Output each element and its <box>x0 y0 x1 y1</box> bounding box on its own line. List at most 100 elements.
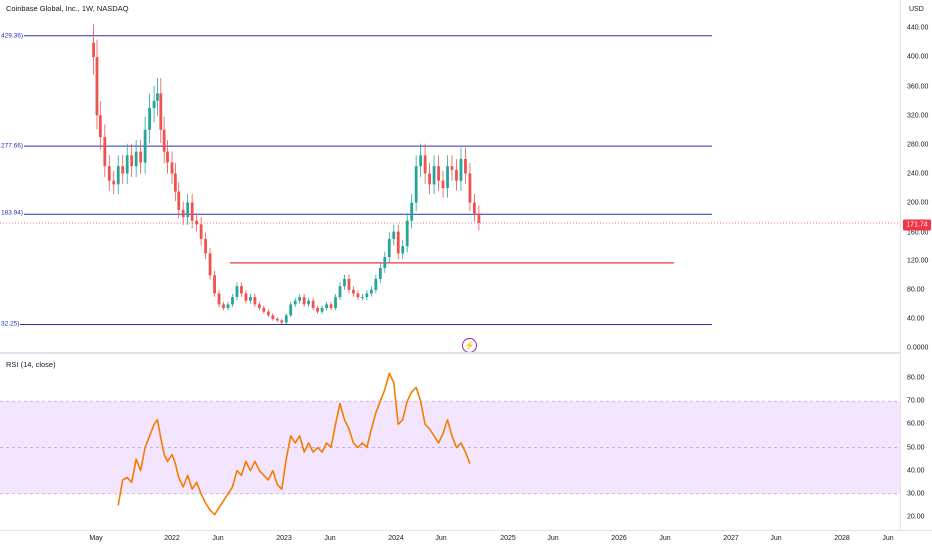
price-tick: 360.00 <box>907 83 929 91</box>
time-tick: Jun <box>324 535 336 542</box>
time-tick: 2028 <box>834 535 850 542</box>
candle-body <box>383 257 387 268</box>
candle-body <box>311 300 315 308</box>
price-tick: 0.0000 <box>907 344 929 352</box>
candle-body <box>410 202 414 221</box>
currency-label: USD <box>909 6 924 13</box>
price-tick: 120.00 <box>907 257 929 265</box>
price-tick: 40.00 <box>907 315 925 323</box>
candle-body <box>95 57 99 116</box>
rsi-line <box>117 372 471 516</box>
price-tick: 400.00 <box>907 53 929 61</box>
candle-body <box>284 315 288 323</box>
candle-body <box>396 231 400 254</box>
price-axis[interactable]: USD 440.00 400.00 360.00 320.00 280.00 2… <box>900 0 932 530</box>
candle-body <box>334 297 337 308</box>
candle-body <box>298 297 302 301</box>
candle-body <box>249 297 252 301</box>
candle-body <box>374 278 378 290</box>
candle-body <box>352 289 355 294</box>
candle-body <box>347 278 351 290</box>
time-tick: Jun <box>659 535 671 542</box>
candle-body <box>378 268 382 279</box>
time-tick: 2023 <box>276 535 292 542</box>
candle-body <box>329 304 333 308</box>
time-axis[interactable]: May 2022 Jun 2023 Jun 2024 Jun 2025 Jun … <box>0 530 932 551</box>
level-label-3: 183.94) <box>0 209 25 217</box>
candle-body <box>446 166 449 188</box>
candle-body <box>92 42 95 58</box>
candle-body <box>280 320 284 323</box>
level-label-1: 429.36) <box>0 32 25 40</box>
candle-body <box>405 220 409 247</box>
time-tick: 2022 <box>164 535 180 542</box>
price-chart[interactable] <box>0 0 900 352</box>
candle-body <box>190 202 194 221</box>
price-tick: 200.00 <box>907 199 929 207</box>
candle-body <box>159 93 163 130</box>
candle-body <box>343 278 346 287</box>
candle-body <box>257 304 261 308</box>
candle-body <box>235 286 239 298</box>
candle-body <box>253 297 257 305</box>
candle-body <box>107 166 111 181</box>
candle-body <box>473 202 476 214</box>
lightning-icon[interactable]: ⚡ <box>462 338 477 353</box>
candle-body <box>121 166 125 174</box>
symbol-title: Coinbase Global, Inc., 1W, NASDAQ <box>6 4 129 13</box>
rsi-tick: 30.00 <box>907 490 925 498</box>
rsi-tick: 20.00 <box>907 513 925 521</box>
price-tick: 240.00 <box>907 170 929 178</box>
candle-body <box>199 224 203 239</box>
candle-body <box>320 308 324 312</box>
candle-body <box>152 100 156 108</box>
candle-body <box>432 166 436 185</box>
candle-body <box>130 155 134 167</box>
candle-body <box>266 311 270 316</box>
rsi-title: RSI (14, close) <box>6 360 56 369</box>
candle-body <box>392 231 396 239</box>
candle-body <box>125 155 129 174</box>
candle-body <box>289 304 293 316</box>
candle-body <box>361 297 364 299</box>
pane-separator[interactable] <box>0 352 932 354</box>
chart-area[interactable]: Coinbase Global, Inc., 1W, NASDAQ 429.36… <box>0 0 900 530</box>
candle-body <box>271 315 275 319</box>
candle-body <box>139 151 143 163</box>
candle-body <box>156 93 159 101</box>
rsi-pane[interactable]: RSI (14, close) <box>0 354 900 530</box>
candle-body <box>316 308 319 312</box>
time-tick: May <box>89 535 103 542</box>
level-label-4: 32.25) <box>0 320 21 328</box>
rsi-tick: 80.00 <box>907 374 925 382</box>
candle-body <box>414 166 418 203</box>
candle-body <box>369 289 373 294</box>
time-tick: Jun <box>435 535 447 542</box>
rsi-tick: 50.00 <box>907 444 925 452</box>
candle-body <box>213 275 216 294</box>
candle-body <box>226 304 230 308</box>
candle-body <box>98 115 102 138</box>
candle-body <box>401 246 405 254</box>
time-tick: Jun <box>882 535 894 542</box>
rsi-chart[interactable] <box>0 354 900 530</box>
candle-body <box>450 166 454 170</box>
candle-body <box>177 191 181 210</box>
candle-body <box>459 158 463 181</box>
candle-body <box>116 166 120 185</box>
candle-body <box>231 297 234 305</box>
time-tick: 2026 <box>611 535 627 542</box>
candle-body <box>365 293 369 298</box>
price-tick: 280.00 <box>907 141 929 149</box>
price-pane[interactable]: Coinbase Global, Inc., 1W, NASDAQ 429.36… <box>0 0 900 353</box>
time-tick: Jun <box>212 535 224 542</box>
candle-body <box>419 155 423 167</box>
candle-body <box>477 213 481 223</box>
price-tick: 440.00 <box>907 24 929 32</box>
candle-body <box>441 180 445 188</box>
time-tick: 2025 <box>500 535 516 542</box>
candle-body <box>275 318 279 321</box>
candle-body <box>423 155 427 174</box>
time-tick: 2027 <box>723 535 739 542</box>
candle-body <box>464 158 467 174</box>
